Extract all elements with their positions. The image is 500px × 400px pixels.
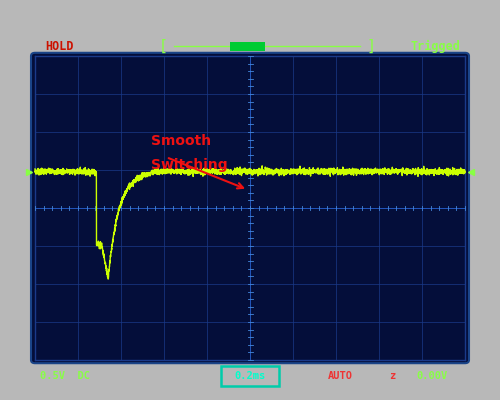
Text: Smooth: Smooth: [151, 134, 211, 148]
Text: HOLD: HOLD: [45, 40, 74, 52]
Text: 0.5V  DC: 0.5V DC: [40, 371, 90, 381]
FancyBboxPatch shape: [31, 53, 469, 363]
Text: ]: ]: [368, 38, 374, 54]
Bar: [230, 42, 265, 51]
Text: z: z: [389, 371, 395, 381]
Text: [: [: [161, 38, 167, 54]
Text: Switching: Switching: [151, 158, 228, 172]
Text: 0.00V: 0.00V: [416, 371, 448, 381]
Text: 0.2ms: 0.2ms: [234, 371, 266, 381]
Text: AUTO: AUTO: [328, 371, 353, 381]
Text: Trigged: Trigged: [410, 40, 460, 52]
